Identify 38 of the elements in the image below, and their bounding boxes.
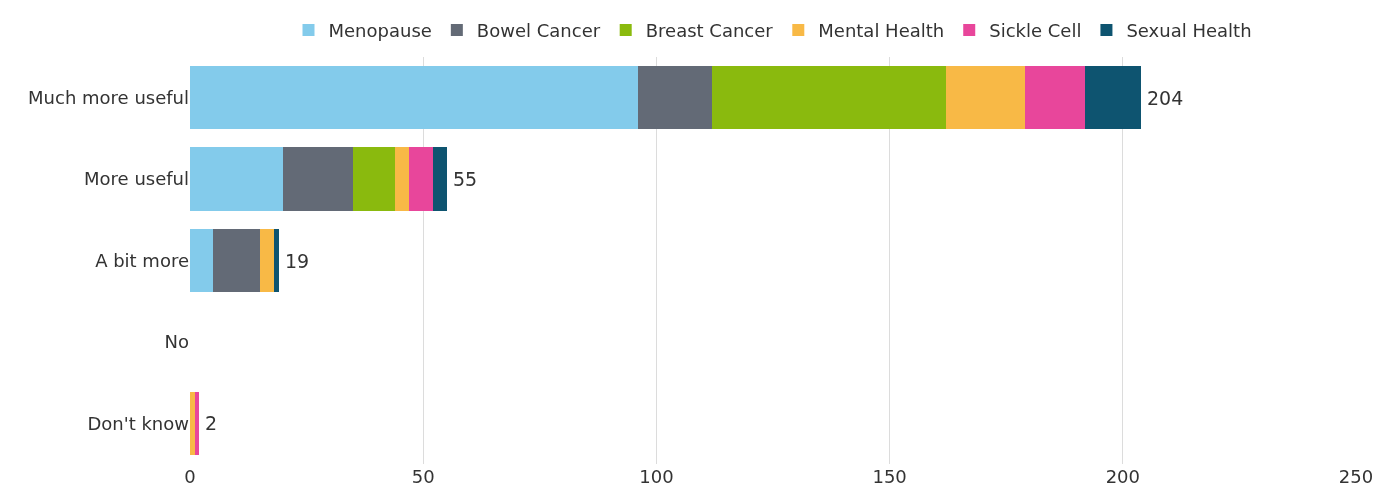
legend-label: Breast Cancer [645, 20, 774, 42]
y-tick-label: More useful [84, 168, 189, 190]
bar [213, 228, 260, 293]
bar [259, 228, 274, 293]
legend-label: Sickle Cell [989, 20, 1082, 42]
bar [190, 147, 284, 211]
y-tick-label: Much more useful [28, 87, 189, 108]
bar [945, 65, 1025, 130]
bar [190, 65, 638, 130]
x-tick-label: 200 [1105, 466, 1140, 487]
bar [637, 65, 713, 130]
bar [395, 147, 410, 211]
x-tick-label: 100 [639, 466, 674, 487]
bar [432, 147, 447, 211]
x-tick-label: 0 [184, 466, 196, 487]
total-label: 55 [453, 168, 478, 190]
x-tick-label: 150 [872, 466, 907, 487]
bar [1024, 65, 1086, 130]
bar [190, 228, 214, 293]
total-label: 2 [205, 412, 218, 434]
bar [273, 228, 279, 293]
total-label: 204 [1147, 87, 1184, 109]
bar [1085, 65, 1142, 130]
bar [712, 65, 946, 130]
bar [283, 147, 354, 211]
x-tick-label: 50 [411, 466, 435, 487]
bar [409, 147, 433, 211]
legend-label: Mental Health [818, 20, 945, 42]
bar [190, 391, 195, 456]
legend-label: Bowel Cancer [476, 20, 601, 42]
legend-label: Sexual Health [1126, 20, 1252, 42]
y-tick-label: A bit more [95, 249, 189, 271]
y-tick-label: No [164, 331, 189, 353]
legend-label: Menopause [328, 20, 432, 42]
y-tick-label: Don't know [87, 412, 189, 434]
total-label: 19 [285, 250, 310, 272]
x-tick-label: 250 [1338, 466, 1374, 487]
bar [353, 147, 396, 211]
